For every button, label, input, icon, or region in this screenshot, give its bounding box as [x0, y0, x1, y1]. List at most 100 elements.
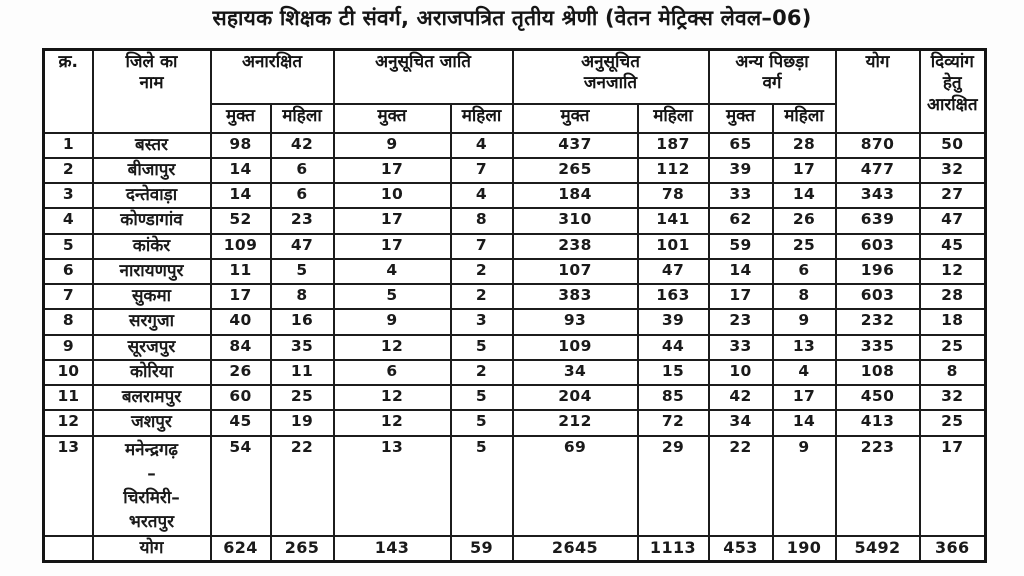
total-value-cell: 624: [209, 534, 272, 563]
value-cell: 32: [918, 156, 987, 185]
value-cell: 85: [636, 383, 710, 412]
value-cell: 78: [636, 181, 710, 210]
total-label-cell: योग: [91, 534, 212, 563]
table-row: 8 सरगुजा 40 16 9 3 93 39 23 9 232 18: [42, 308, 987, 336]
value-cell: 184: [511, 181, 639, 210]
table-row: 4 कोण्डागांव 52 23 17 8 310 141 62 26 639 47: [42, 207, 987, 235]
value-cell: 603: [834, 282, 921, 311]
value-cell: 17: [771, 383, 837, 412]
serial-cell: [42, 534, 94, 563]
header-sc-free: मुक्त: [332, 102, 452, 134]
value-cell: 238: [511, 232, 639, 260]
table-row: 10 कोरिया 26 11 6 2 34 15 10 4 108 8: [42, 358, 987, 387]
table-header: क्र. जिले का नाम अनारक्षित अनुसूचित जाति…: [42, 48, 987, 134]
header-obc-free: मुक्त: [707, 102, 774, 134]
value-cell: 47: [636, 257, 710, 286]
value-cell: 26: [209, 358, 272, 387]
value-cell: 62: [707, 207, 774, 235]
value-cell: 45: [918, 232, 987, 260]
serial-cell: 6: [42, 257, 94, 286]
value-cell: 639: [834, 207, 921, 235]
value-cell: 12: [918, 257, 987, 286]
value-cell: 50: [918, 131, 987, 159]
header-sub-row: मुक्त महिला मुक्त महिला मुक्त महिला मुक्…: [44, 102, 986, 134]
value-cell: 54: [209, 434, 272, 537]
header-obc-female: महिला: [771, 102, 837, 134]
header-group-row: क्र. जिले का नाम अनारक्षित अनुसूचित जाति…: [42, 48, 987, 134]
value-cell: 14: [209, 181, 272, 210]
value-cell: 5: [332, 282, 452, 311]
value-cell: 109: [511, 333, 639, 361]
value-cell: 109: [209, 232, 272, 260]
value-cell: 34: [707, 409, 774, 437]
value-cell: 26: [771, 207, 837, 235]
table-row: 3 दन्तेवाड़ा 14 6 10 4 184 78 33 14 343 27: [42, 181, 987, 210]
value-cell: 5: [449, 409, 514, 437]
value-cell: 5: [449, 333, 514, 361]
value-cell: 14: [771, 181, 837, 210]
value-cell: 9: [332, 308, 452, 336]
value-cell: 25: [918, 409, 987, 437]
value-cell: 108: [834, 358, 921, 387]
value-cell: 47: [269, 232, 335, 260]
value-cell: 5: [269, 257, 335, 286]
value-cell: 47: [918, 207, 987, 235]
value-cell: 45: [209, 409, 272, 437]
serial-cell: 12: [42, 409, 94, 437]
table-row: 1 बस्तर 98 42 9 4 437 187 65 28 870 50: [42, 131, 987, 159]
value-cell: 12: [332, 333, 452, 361]
value-cell: 7: [449, 156, 514, 185]
value-cell: 196: [834, 257, 921, 286]
value-cell: 35: [269, 333, 335, 361]
header-group-obc: अन्य पिछड़ा वर्ग: [707, 48, 837, 105]
value-cell: 23: [269, 207, 335, 235]
value-cell: 4: [449, 181, 514, 210]
serial-cell: 11: [42, 383, 94, 412]
value-cell: 33: [707, 333, 774, 361]
value-cell: 17: [332, 232, 452, 260]
value-cell: 52: [209, 207, 272, 235]
district-cell: बलरामपुर: [91, 383, 212, 412]
value-cell: 3: [449, 308, 514, 336]
serial-cell: 9: [42, 333, 94, 361]
value-cell: 42: [707, 383, 774, 412]
value-cell: 44: [636, 333, 710, 361]
value-cell: 2: [449, 358, 514, 387]
serial-cell: 1: [42, 131, 94, 159]
value-cell: 7: [449, 232, 514, 260]
value-cell: 8: [771, 282, 837, 311]
value-cell: 107: [511, 257, 639, 286]
table-row: 7 सुकमा 17 8 5 2 383 163 17 8 603 28: [42, 282, 987, 311]
district-cell: सरगुजा: [91, 308, 212, 336]
header-unreserved-free: मुक्त: [209, 102, 272, 134]
value-cell: 141: [636, 207, 710, 235]
table-row: 5 कांकेर 109 47 17 7 238 101 59 25 603 45: [42, 232, 987, 260]
header-st-female: महिला: [636, 102, 710, 134]
value-cell: 18: [918, 308, 987, 336]
serial-cell: 2: [42, 156, 94, 185]
district-cell: बस्तर: [91, 131, 212, 159]
value-cell: 101: [636, 232, 710, 260]
value-cell: 22: [269, 434, 335, 537]
value-cell: 4: [332, 257, 452, 286]
value-cell: 6: [771, 257, 837, 286]
total-value-cell: 5492: [834, 534, 921, 563]
value-cell: 39: [636, 308, 710, 336]
value-cell: 5: [449, 434, 514, 537]
value-cell: 72: [636, 409, 710, 437]
district-cell: जशपुर: [91, 409, 212, 437]
value-cell: 343: [834, 181, 921, 210]
value-cell: 59: [707, 232, 774, 260]
value-cell: 335: [834, 333, 921, 361]
value-cell: 212: [511, 409, 639, 437]
value-cell: 265: [511, 156, 639, 185]
total-value-cell: 366: [918, 534, 987, 563]
total-value-cell: 1113: [636, 534, 710, 563]
value-cell: 17: [332, 156, 452, 185]
value-cell: 8: [269, 282, 335, 311]
value-cell: 870: [834, 131, 921, 159]
value-cell: 13: [332, 434, 452, 537]
serial-cell: 3: [42, 181, 94, 210]
total-value-cell: 2645: [511, 534, 639, 563]
value-cell: 14: [771, 409, 837, 437]
